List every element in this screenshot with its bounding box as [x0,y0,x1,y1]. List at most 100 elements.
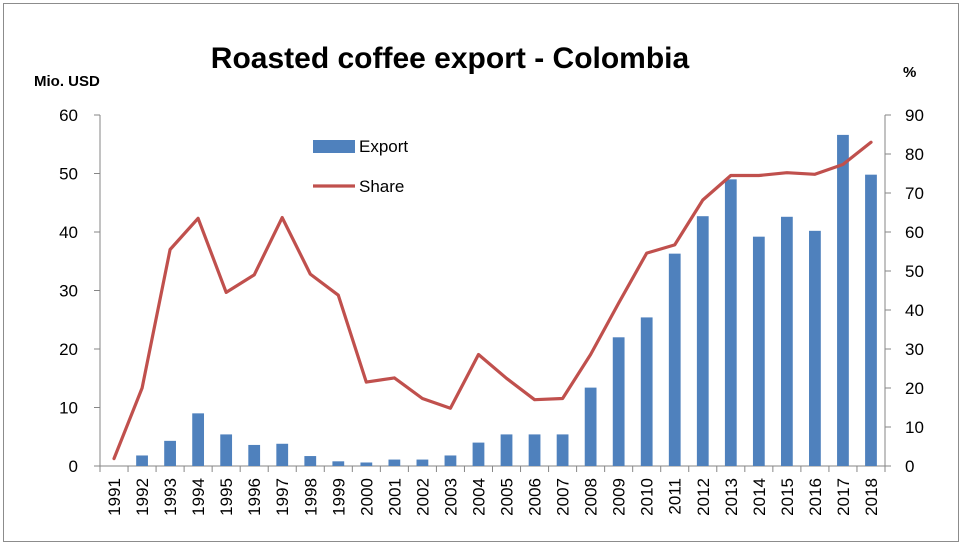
point-share-2012 [701,198,704,202]
x-axis-tick-label: 1992 [133,478,152,516]
x-axis-tick-label: 1994 [189,478,208,516]
x-axis-tick-label: 2017 [834,478,853,516]
point-share-2011 [673,243,676,247]
x-axis-tick-label: 1991 [105,478,124,516]
right-axis-tick-label: 10 [905,418,924,437]
left-axis-tick-label: 60 [59,106,78,125]
bar-export-2003 [444,455,457,466]
x-axis-tick-label: 2012 [694,478,713,516]
right-axis-tick-label: 30 [905,340,924,359]
x-axis-tick-label: 1997 [273,478,292,516]
point-share-1992 [140,386,144,390]
left-axis-tick-label: 0 [69,457,78,476]
bar-export-1998 [304,456,317,466]
x-axis-tick-label: 1996 [245,478,264,516]
left-axis-tick-label: 50 [59,165,78,184]
point-share-2013 [729,174,733,177]
right-axis-tick-label: 50 [905,262,924,281]
point-share-2003 [449,407,452,410]
x-axis-tick-label: 2003 [441,478,460,516]
x-axis-tick-label: 1998 [301,478,320,516]
x-axis-tick-label: 2001 [385,478,404,516]
bar-export-2007 [556,434,569,466]
bar-export-2006 [528,434,541,466]
right-axis-tick-label: 20 [905,379,924,398]
bar-export-2012 [696,216,709,466]
legend-label-share: Share [359,177,404,196]
point-share-2009 [617,301,620,305]
bar-export-2016 [809,230,821,466]
legend-label-export: Export [359,137,408,156]
left-axis-tick-label: 20 [59,340,78,359]
bar-export-2015 [780,216,793,466]
left-axis-tick-label: 30 [59,282,78,301]
left-axis-tick-label: 40 [59,223,78,242]
point-share-1997 [281,216,284,219]
x-axis-tick-label: 2008 [582,478,601,516]
bar-export-2000 [360,462,373,466]
bar-export-1992 [136,455,148,466]
point-share-2007 [561,397,564,400]
right-axis-tick-label: 60 [905,223,924,242]
x-axis-tick-label: 1993 [161,478,180,516]
chart-title: Roasted coffee export - Colombia [211,42,690,75]
bar-export-2013 [724,179,737,466]
bar-export-2014 [752,236,765,466]
bar-export-1993 [164,440,176,466]
point-share-1996 [252,273,256,277]
legend-swatch-export [313,140,355,153]
point-share-2018 [869,141,873,144]
bar-export-2002 [416,459,429,466]
point-share-2008 [589,353,592,356]
right-axis-tick-label: 0 [905,457,914,476]
right-axis-tick-label: 70 [905,184,924,203]
bar-export-2017 [837,134,849,466]
left-axis-tick-label: 10 [59,399,78,418]
x-axis-tick-label: 1995 [217,478,236,516]
right-axis-tick-label: 80 [905,145,924,164]
bar-export-2004 [472,442,485,466]
point-share-1999 [337,293,340,297]
x-axis-tick-label: 2006 [526,478,545,516]
bar-export-2011 [668,253,681,466]
x-axis-tick-label: 2005 [498,478,517,516]
right-axis-tick-label: 40 [905,301,924,320]
left-axis-unit: Mio. USD [34,73,100,90]
x-axis-tick-label: 2011 [666,478,685,515]
x-axis-tick-label: 2010 [638,478,657,516]
point-share-2002 [421,397,424,400]
point-share-1993 [168,248,172,251]
bar-export-1997 [276,443,289,466]
bar-export-1999 [332,461,345,466]
bar-export-2010 [640,317,653,466]
point-share-2017 [841,163,845,166]
x-axis-tick-label: 2009 [610,478,629,516]
x-axis-tick-label: 2007 [554,478,573,516]
x-axis-tick-label: 2014 [750,478,769,516]
bar-export-1996 [248,444,261,466]
line-share [112,140,873,461]
right-axis-tick-label: 90 [905,106,924,125]
bar-export-1995 [220,434,233,466]
x-axis-tick-label: 2018 [862,478,881,516]
plot-area: 0 10 20 30 40 50 60 0 10 20 30 40 50 60 70 80 90 1991 1992… [59,106,924,516]
right-axis-unit: % [903,64,916,81]
point-share-2015 [785,171,789,174]
point-share-1998 [309,272,312,276]
point-share-2006 [533,398,536,401]
point-share-2000 [365,380,368,384]
x-axis-tick-label: 2004 [469,478,488,516]
x-axis-tick-label: 2000 [357,478,376,516]
bar-export-2018 [865,174,877,467]
bar-export-2008 [584,387,597,466]
point-share-1991 [112,457,116,460]
point-share-2014 [757,174,761,177]
point-share-2010 [645,251,648,255]
x-axis-tick-label: 1999 [329,478,348,516]
point-share-1995 [224,291,228,294]
x-axis-tick-label: 2013 [722,478,741,516]
point-share-2004 [477,353,480,356]
bar-export-2001 [388,459,401,466]
x-axis-tick-label: 2015 [778,478,797,516]
bar-export-2005 [500,434,513,466]
